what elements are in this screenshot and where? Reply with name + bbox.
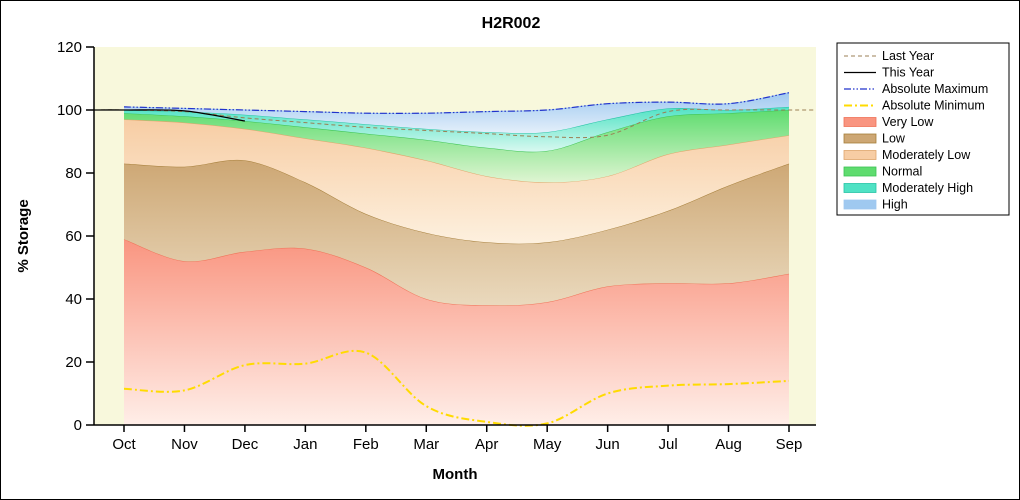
- legend-label-moderately-high: Moderately High: [882, 181, 973, 195]
- legend-item-moderately-high: Moderately High: [843, 181, 973, 195]
- x-tick-label-aug: Aug: [715, 436, 742, 453]
- band-moderately-low: [124, 119, 789, 244]
- y-axis-label: % Storage: [15, 199, 32, 272]
- x-tick-label-sep: Sep: [776, 436, 803, 453]
- line-absolute-minimum: [123, 349, 790, 427]
- legend-label-absolute-maximum: Absolute Maximum: [882, 82, 988, 96]
- x-tick-label-dec: Dec: [232, 436, 259, 453]
- x-tick-label-nov: Nov: [171, 436, 198, 453]
- legend-sample-normal: [843, 166, 877, 177]
- y-tick-label: 20: [65, 354, 82, 371]
- series-layer: [94, 92, 816, 427]
- y-tick-label: 40: [65, 291, 82, 308]
- x-axis-label: Month: [433, 466, 478, 483]
- chart-title: H2R002: [482, 15, 541, 32]
- x-tick-label-jun: Jun: [596, 436, 620, 453]
- y-tick-label: 120: [57, 39, 82, 56]
- legend-sample-low: [843, 133, 877, 144]
- legend-item-absolute-minimum: Absolute Minimum: [844, 99, 985, 113]
- legend-label-normal: Normal: [882, 165, 922, 179]
- y-tick-label: 60: [65, 228, 82, 245]
- legend-label-low: Low: [882, 132, 906, 146]
- legend-sample-moderately-low: [843, 150, 877, 160]
- legend-item-absolute-maximum: Absolute Maximum: [844, 82, 988, 96]
- legend-sample-moderately-high: [843, 183, 877, 193]
- axes: 0 20 40 60 80 100 120 Oct Nov Dec Jan Feb Mar Apr May J…: [57, 39, 816, 453]
- band-very-low: [124, 239, 789, 425]
- legend-label-this-year: This Year: [882, 66, 934, 80]
- legend: Last Year This Year Absolute Maximum Absolu…: [836, 42, 1010, 216]
- legend-item-high: High: [843, 198, 908, 212]
- x-tick-label-jul: Jul: [658, 436, 677, 453]
- y-tick-label: 80: [65, 165, 82, 182]
- legend-label-last-year: Last Year: [882, 49, 934, 63]
- plot-area: [94, 47, 816, 427]
- x-tick-label-oct: Oct: [112, 436, 136, 453]
- y-tick-label: 100: [57, 102, 82, 119]
- legend-item-very-low: Very Low: [843, 115, 934, 129]
- legend-item-this-year: This Year: [844, 66, 934, 80]
- legend-item-low: Low: [843, 132, 906, 146]
- legend-label-high: High: [882, 198, 908, 212]
- x-tick-label-apr: Apr: [475, 436, 498, 453]
- y-tick-label: 0: [74, 417, 82, 434]
- x-tick-label-feb: Feb: [353, 436, 379, 453]
- line-this-year: [94, 109, 246, 122]
- band-moderately-high: [124, 106, 789, 152]
- legend-sample-high: [843, 199, 877, 210]
- legend-label-very-low: Very Low: [882, 115, 934, 129]
- x-tick-label-jan: Jan: [293, 436, 317, 453]
- x-tick-label-may: May: [533, 436, 562, 453]
- band-low: [124, 159, 789, 306]
- legend-label-absolute-minimum: Absolute Minimum: [882, 99, 985, 113]
- legend-label-moderately-low: Moderately Low: [882, 148, 971, 162]
- x-tick-label-mar: Mar: [413, 436, 439, 453]
- legend-item-last-year: Last Year: [844, 49, 934, 63]
- line-last-year: [94, 108, 816, 139]
- legend-sample-very-low: [843, 117, 877, 127]
- line-absolute-maximum: [123, 92, 790, 114]
- legend-item-normal: Normal: [843, 165, 922, 179]
- legend-item-moderately-low: Moderately Low: [843, 148, 971, 162]
